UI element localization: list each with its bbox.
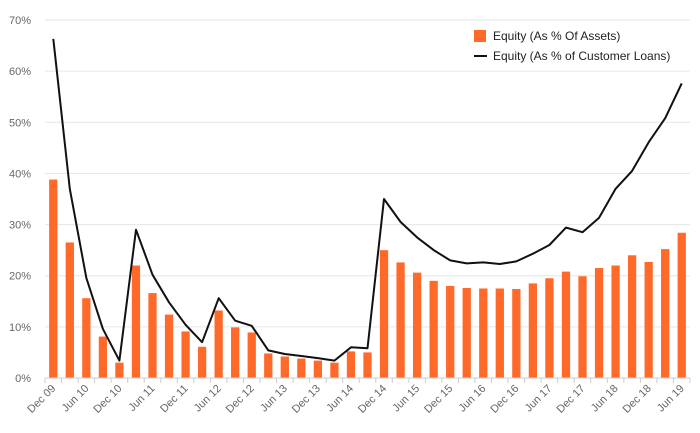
- y-tick-label: 40%: [9, 168, 31, 180]
- bar: [462, 287, 471, 378]
- bar: [429, 280, 438, 378]
- x-tick-label: Jun 16: [457, 383, 489, 415]
- bar: [578, 276, 587, 378]
- x-tick-label: Jun 14: [324, 383, 356, 415]
- bar: [115, 362, 124, 378]
- bar: [148, 293, 157, 378]
- bar: [231, 327, 240, 378]
- x-tick-label: Jun 19: [655, 383, 687, 415]
- y-tick-label: 60%: [9, 66, 31, 78]
- y-tick-label: 70%: [9, 15, 31, 27]
- x-tick-label: Dec 15: [422, 383, 455, 416]
- y-tick-label: 50%: [9, 117, 31, 129]
- x-tick-label: Dec 17: [554, 383, 587, 416]
- bar: [396, 262, 405, 378]
- y-tick-label: 30%: [9, 220, 31, 232]
- x-tick-label: Jun 15: [390, 383, 422, 415]
- bar: [98, 336, 108, 378]
- bar: [264, 353, 273, 378]
- x-tick-label: Jun 13: [258, 383, 290, 415]
- bar: [247, 332, 256, 378]
- x-tick-label: Dec 16: [488, 383, 521, 416]
- y-tick-label: 10%: [9, 322, 31, 334]
- bar: [164, 314, 174, 378]
- bar: [330, 362, 339, 378]
- x-tick-label: Dec 13: [290, 383, 323, 416]
- legend: Equity (As % Of Assets) Equity (As % of …: [474, 29, 670, 63]
- bar: [495, 288, 504, 378]
- legend-label-line: Equity (As % of Customer Loans): [493, 49, 670, 63]
- bar: [197, 346, 207, 378]
- x-axis: [44, 377, 691, 383]
- bar: [677, 232, 686, 378]
- bar: [446, 285, 455, 378]
- y-axis-ticks: 0% 10% 20% 30% 40% 50% 60% 70%: [9, 15, 31, 385]
- x-tick-label: Jun 10: [60, 383, 92, 415]
- x-tick-label: Jun 11: [126, 383, 157, 414]
- bar: [214, 310, 223, 378]
- bar: [594, 268, 604, 378]
- x-tick-label: Dec 10: [91, 383, 124, 416]
- x-tick-label: Dec 09: [25, 383, 58, 416]
- bar: [131, 265, 141, 378]
- bar: [545, 278, 554, 378]
- x-tick-label: Dec 11: [158, 383, 191, 416]
- legend-label-bar: Equity (As % Of Assets): [493, 29, 620, 43]
- bar: [661, 249, 670, 378]
- legend-swatch-bar: [474, 30, 486, 42]
- x-tick-label: Dec 18: [621, 383, 654, 416]
- gridlines: [45, 19, 690, 379]
- x-tick-label: Jun 12: [192, 383, 224, 415]
- x-tick-label: Dec 12: [224, 383, 257, 416]
- bar: [280, 356, 289, 378]
- bar: [65, 242, 74, 378]
- bar: [561, 271, 571, 378]
- bar: [379, 250, 389, 378]
- bar: [644, 261, 653, 378]
- bar: [297, 358, 306, 378]
- y-tick-label: 20%: [9, 271, 31, 283]
- bar: [512, 289, 521, 378]
- x-tick-label: Jun 17: [523, 383, 555, 415]
- bar: [181, 331, 190, 378]
- bar: [611, 265, 620, 378]
- bar: [313, 360, 323, 378]
- bar: [412, 272, 422, 378]
- bar: [479, 288, 488, 378]
- bar: [528, 283, 538, 378]
- bar-series: [49, 179, 686, 378]
- x-tick-label: Dec 14: [356, 383, 389, 416]
- bar: [363, 352, 372, 378]
- x-tick-label: Jun 18: [589, 383, 621, 415]
- y-tick-label: 0%: [15, 373, 31, 385]
- x-axis-ticks: Dec 09 Jun 10 Dec 10 Jun 11 Dec 11 Jun 12 Dec …: [25, 383, 687, 416]
- line-series: [52, 38, 683, 362]
- bar: [346, 351, 356, 378]
- line-path: [52, 38, 683, 362]
- bar: [627, 255, 637, 378]
- bar: [82, 298, 91, 378]
- bar: [49, 179, 58, 378]
